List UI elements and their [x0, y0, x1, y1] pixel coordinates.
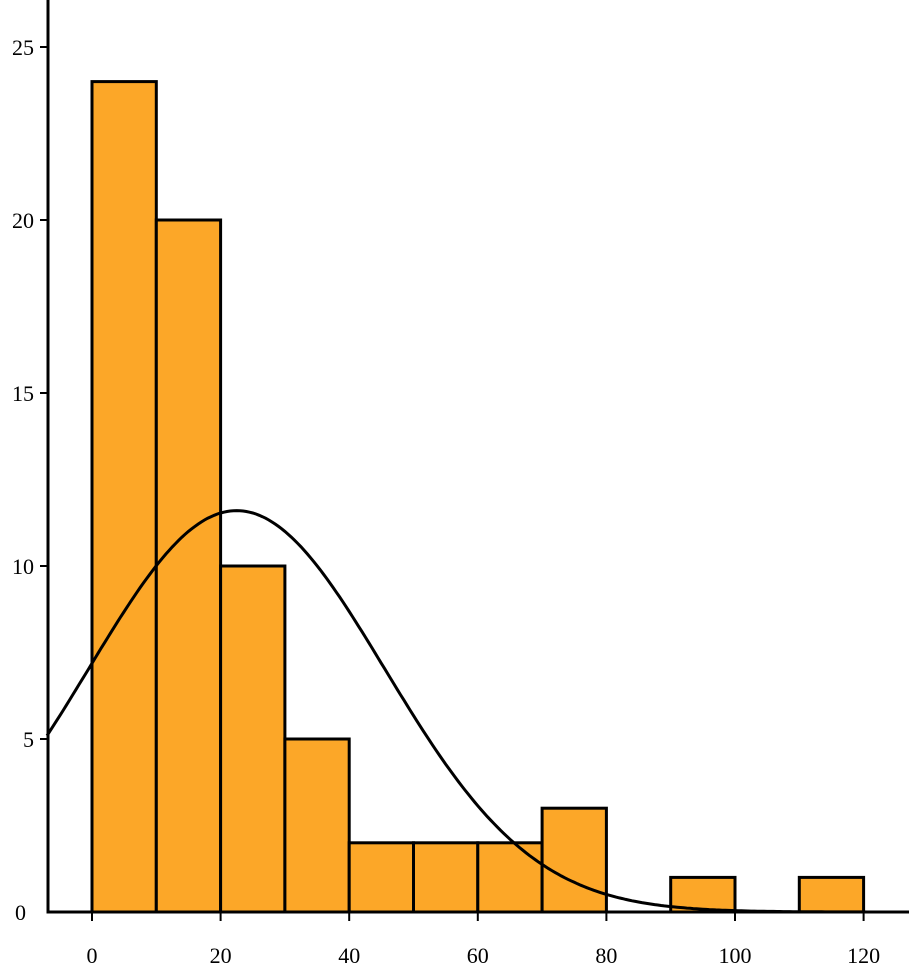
y-tick-label: 5 [23, 727, 34, 752]
x-tick-label: 80 [595, 943, 617, 968]
y-tick-label: 10 [12, 554, 34, 579]
histogram-bar-6 [476, 841, 544, 914]
x-tick-label: 0 [87, 943, 98, 968]
ticks-group: 0 5 10 15 20 25 0 20 40 60 80 100 120 [12, 35, 880, 968]
x-tick-label: 120 [847, 943, 880, 968]
histogram-bar-2 [219, 564, 287, 914]
y-tick-label: 25 [12, 35, 34, 60]
histogram-bar-7 [540, 806, 608, 914]
y-tick-label: 0 [15, 900, 26, 925]
histogram-bar-3 [283, 737, 351, 914]
x-tick-label: 40 [338, 943, 360, 968]
y-tick-label: 20 [12, 208, 34, 233]
histogram-bar-0 [90, 80, 158, 914]
x-tick-label: 100 [719, 943, 752, 968]
histogram-bar-9 [797, 875, 866, 914]
histogram-bar-5 [412, 841, 480, 914]
x-tick-label: 20 [210, 943, 232, 968]
bars-group [90, 80, 866, 914]
histogram-bar-1 [154, 218, 223, 914]
histogram-bar-4 [347, 841, 416, 914]
y-tick-label: 15 [12, 381, 34, 406]
x-tick-label: 60 [467, 943, 489, 968]
